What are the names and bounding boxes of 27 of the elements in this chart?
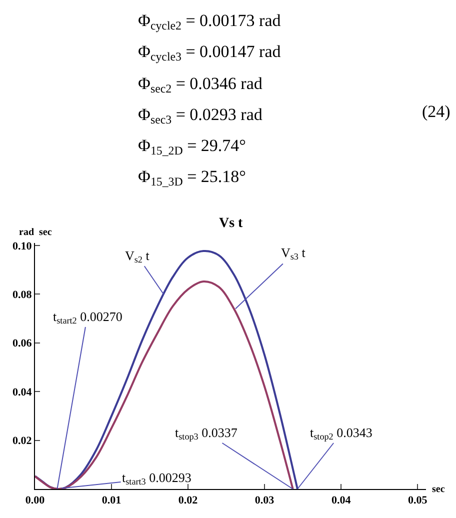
x-tick-label: 0.02: [178, 494, 198, 506]
annotation: t$_{start3}$ 0.00293: [122, 470, 192, 487]
chart-title: Vs t: [219, 216, 244, 231]
text: Φ$_{sec2}$ = 0.0346 rad: [138, 74, 263, 96]
x-tick-label: 0.03: [254, 494, 275, 506]
x-tick-label: 0.05: [408, 494, 428, 506]
x-tick-label: 0.01: [102, 494, 122, 506]
y-tick-label: 0.04: [12, 386, 32, 398]
x-tick-label: 0.00: [25, 494, 46, 506]
x-axis-title: sec: [432, 484, 446, 495]
annotation: t$_{stop3}$ 0.0337: [175, 425, 238, 442]
text: Φ$_{cycle3}$ = 0.00147 rad: [138, 42, 282, 64]
annotation: t$_{start2}$ 0.00270: [53, 309, 122, 326]
annotation: V$_{s3}$ t: [281, 245, 306, 262]
text: Φ$_{15_2D}$ = 29.74°: [138, 136, 246, 158]
annotation: t$_{stop2}$ 0.0343: [310, 425, 372, 442]
annotation: V$_{s2}$ t: [125, 248, 150, 265]
y-tick-label: 0.02: [12, 435, 32, 448]
y-tick-label: 0.08: [12, 289, 32, 301]
y-tick-label: 0.06: [12, 338, 32, 350]
x-tick-label: 0.04: [331, 494, 352, 506]
text: Φ$_{15_3D}$ = 25.18°: [138, 167, 246, 189]
y-tick-label: 0.10: [12, 240, 32, 252]
text: Φ$_{sec3}$ = 0.0293 rad: [138, 105, 263, 127]
text: Φ$_{cycle2}$ = 0.00173 rad: [138, 11, 282, 33]
text: (24): [422, 102, 450, 121]
y-axis-title: rad sec: [19, 227, 52, 238]
